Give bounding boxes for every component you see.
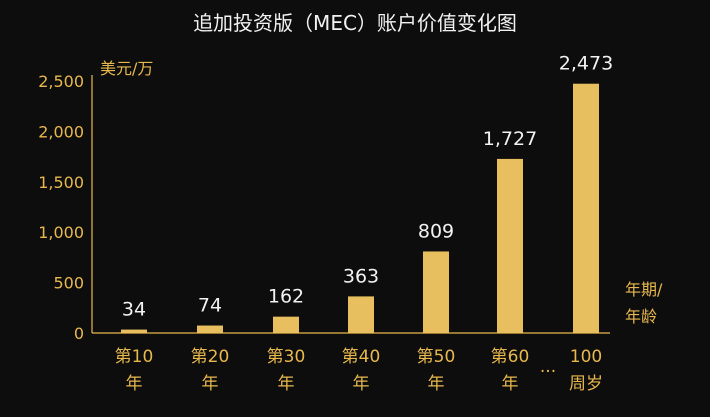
bar [423, 251, 449, 333]
x-category-label-line2: 年 [202, 374, 219, 394]
bars: 34 第10 年 74 第20 年 162 第30 年 363 第40 年 809 第50 年 1,727 第6… [115, 53, 614, 394]
x-category-label-line1: 100 [570, 347, 602, 367]
bar [273, 316, 299, 333]
bar-value-label: 809 [418, 220, 454, 242]
x-category-label-line2: 年 [502, 374, 519, 394]
x-category-label-line2: 年 [278, 374, 295, 394]
y-tick-label: 2,000 [38, 122, 84, 141]
y-tick-label: 0 [74, 324, 84, 343]
bar-value-label: 363 [343, 265, 379, 287]
bar-value-label: 74 [198, 295, 222, 317]
y-tick-label: 2,500 [38, 72, 84, 91]
bar-value-label: 34 [122, 299, 146, 321]
y-axis-unit-label: 美元/万 [100, 59, 153, 78]
bar [121, 329, 147, 333]
bar-value-label: 2,473 [559, 53, 613, 75]
x-category-label-line2: 年 [126, 374, 143, 394]
x-category-label-line1: 第10 [115, 347, 154, 367]
x-category-label-line2: 年 [353, 374, 370, 394]
bar [197, 325, 223, 333]
bar [573, 83, 599, 333]
bar-value-label: 1,727 [483, 128, 537, 150]
y-axis-ticks: 0 500 1,000 1,500 2,000 2,500 [38, 72, 84, 343]
x-category-label-line1: 第40 [342, 347, 381, 367]
x-axis-gap-marker: ... [540, 357, 556, 377]
x-category-label-line1: 第60 [491, 347, 530, 367]
y-tick-label: 1,500 [38, 173, 84, 192]
x-category-label-line2: 年 [428, 374, 445, 394]
x-category-label-line1: 第30 [267, 347, 306, 367]
x-category-label-line1: 第50 [417, 347, 456, 367]
x-category-label-line2: 周岁 [569, 374, 603, 394]
chart-title: 追加投资版（MEC）账户价值变化图 [193, 11, 517, 35]
x-axis-label-line2: 年龄 [625, 307, 657, 326]
bar [497, 158, 523, 333]
x-axis-label-line1: 年期/ [625, 280, 663, 299]
bar [348, 296, 374, 333]
bar-value-label: 162 [268, 286, 304, 308]
y-tick-label: 500 [53, 274, 84, 293]
y-tick-label: 1,000 [38, 223, 84, 242]
x-category-label-line1: 第20 [191, 347, 230, 367]
